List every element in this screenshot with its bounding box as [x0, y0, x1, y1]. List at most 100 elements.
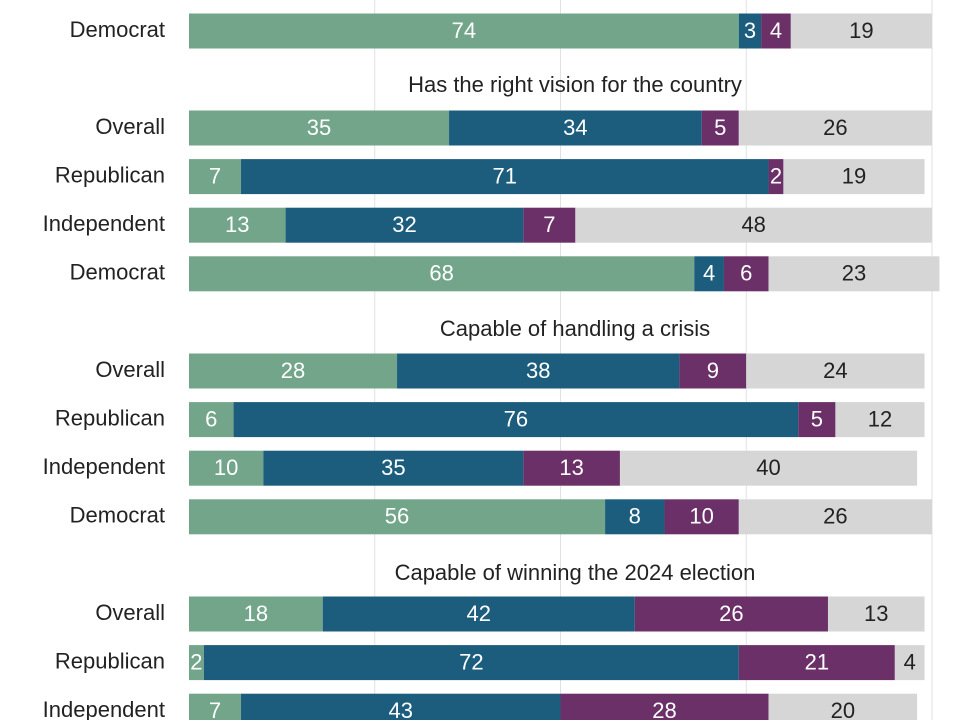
bar-segment — [523, 450, 620, 486]
bar-segment — [694, 256, 724, 292]
panel-title: Capable of winning the 2024 election — [395, 560, 756, 585]
data-label: 56 — [385, 504, 409, 529]
bar-segment — [798, 402, 836, 438]
data-label: 71 — [493, 163, 517, 188]
data-label: 28 — [281, 358, 305, 383]
row-label: Overall — [95, 600, 165, 625]
bar-segment — [738, 645, 895, 681]
data-label: 35 — [307, 115, 331, 140]
data-label: 4 — [703, 261, 715, 286]
bar-segment — [285, 207, 524, 243]
bar-segment — [189, 450, 264, 486]
bar-segment — [523, 207, 576, 243]
bar-segment — [664, 499, 739, 535]
data-label: 74 — [452, 18, 476, 43]
row-label: Overall — [95, 114, 165, 139]
data-label: 40 — [756, 455, 780, 480]
data-label: 48 — [741, 212, 765, 237]
bar-segment — [449, 110, 702, 146]
bar-segment — [575, 207, 932, 243]
bar-segment — [189, 207, 286, 243]
data-label: 2 — [770, 163, 782, 188]
bar-segment — [397, 353, 680, 389]
bar-segment — [189, 353, 398, 389]
bar-segment — [701, 110, 739, 146]
panel-title: Has the right vision for the country — [408, 72, 742, 97]
data-label: 7 — [209, 163, 221, 188]
data-label: 13 — [864, 601, 888, 626]
row-label: Democrat — [70, 17, 165, 42]
data-label: 28 — [652, 698, 676, 720]
row-label: Republican — [55, 648, 165, 673]
row-label: Republican — [55, 405, 165, 430]
data-label: 42 — [467, 601, 491, 626]
bar-segment — [768, 256, 940, 292]
data-label: 5 — [811, 406, 823, 431]
bar-segment — [189, 13, 739, 49]
bar-segment — [738, 13, 762, 49]
bar-segment — [189, 499, 606, 535]
data-label: 72 — [459, 649, 483, 674]
bar-segment — [679, 353, 747, 389]
data-label: 21 — [805, 649, 829, 674]
bar-segment — [835, 402, 925, 438]
bar-segment — [322, 596, 635, 632]
row-label: Independent — [43, 454, 165, 479]
data-label: 13 — [225, 212, 249, 237]
bar-segment — [738, 110, 932, 146]
data-label: 2 — [190, 649, 202, 674]
panel-title: Capable of handling a crisis — [440, 316, 710, 341]
data-label: 26 — [823, 115, 847, 140]
row-label: Democrat — [70, 260, 165, 285]
row-label: Democrat — [70, 503, 165, 528]
data-label: 19 — [842, 163, 866, 188]
data-label: 3 — [744, 18, 756, 43]
bar-segment — [189, 596, 323, 632]
data-label: 43 — [389, 698, 413, 720]
data-label: 12 — [868, 406, 892, 431]
bar-segment — [783, 159, 925, 195]
data-label: 4 — [904, 649, 916, 674]
data-label: 38 — [526, 358, 550, 383]
bar-segment — [605, 499, 665, 535]
bar-segment — [723, 256, 769, 292]
data-label: 8 — [629, 504, 641, 529]
data-label: 19 — [849, 18, 873, 43]
bar-segment — [203, 645, 739, 681]
bar-segment — [263, 450, 524, 486]
data-label: 13 — [559, 455, 583, 480]
bar-segment — [189, 645, 204, 681]
data-label: 24 — [823, 358, 847, 383]
data-label: 34 — [563, 115, 587, 140]
data-label: 26 — [719, 601, 743, 626]
data-label: 9 — [707, 358, 719, 383]
data-label: 32 — [392, 212, 416, 237]
data-label: 10 — [689, 504, 713, 529]
bar-segment — [189, 159, 242, 195]
row-label: Independent — [43, 697, 165, 720]
bar-segment — [634, 596, 828, 632]
row-label: Republican — [55, 162, 165, 187]
row-label: Overall — [95, 357, 165, 382]
data-label: 18 — [244, 601, 268, 626]
bar-segment — [761, 13, 791, 49]
data-label: 10 — [214, 455, 238, 480]
bar-segment — [189, 256, 695, 292]
data-label: 20 — [831, 698, 855, 720]
data-label: 35 — [381, 455, 405, 480]
row-label: Independent — [43, 211, 165, 236]
bar-segment — [827, 596, 925, 632]
bar-segment — [746, 353, 925, 389]
bar-segment — [233, 402, 799, 438]
bar-segment — [619, 450, 918, 486]
bar-segment — [189, 402, 234, 438]
data-label: 6 — [740, 261, 752, 286]
data-label: 68 — [429, 261, 453, 286]
data-label: 7 — [209, 698, 221, 720]
bar-segment — [241, 159, 769, 195]
bar-segment — [189, 110, 450, 146]
bar-segment — [738, 499, 932, 535]
data-label: 26 — [823, 504, 847, 529]
data-label: 76 — [504, 406, 528, 431]
